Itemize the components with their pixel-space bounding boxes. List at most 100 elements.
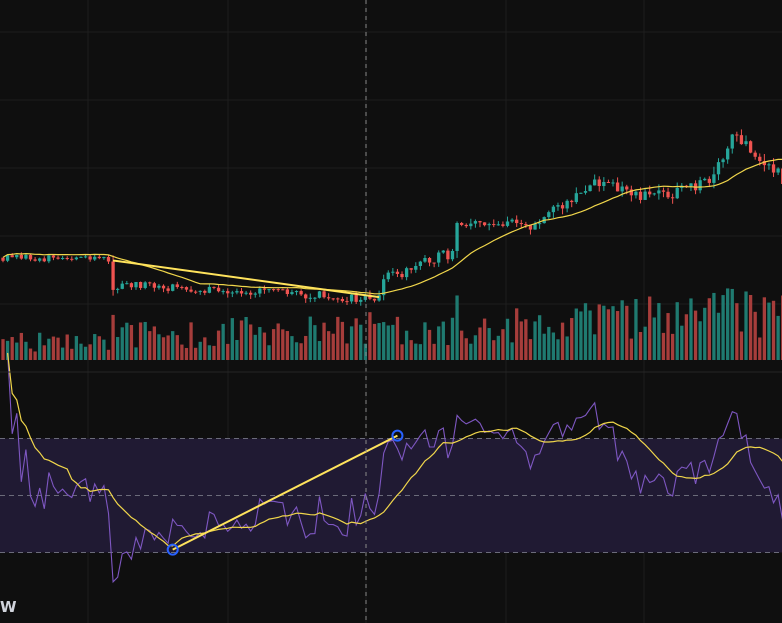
volume-bar (423, 322, 427, 360)
candle-body (161, 285, 166, 289)
candle-body (469, 223, 473, 227)
volume-bar (744, 291, 748, 360)
volume-bar (680, 325, 684, 360)
volume-bar (670, 333, 675, 360)
volume-bar (528, 339, 533, 360)
candle-body (221, 291, 225, 293)
candle-body (313, 297, 317, 299)
candle-body (184, 287, 189, 290)
candle-body (547, 212, 551, 218)
volume-bar (524, 319, 528, 360)
volume-bar (294, 342, 299, 360)
candle-body (10, 255, 14, 258)
volume-bar (212, 345, 216, 360)
candle-body (111, 261, 115, 290)
candle-body (510, 219, 514, 222)
rsi-ma-line (7, 352, 782, 547)
volume-bar (446, 345, 450, 360)
volume-bar (308, 316, 312, 360)
candle-body (767, 164, 771, 166)
volume-histogram (1, 288, 782, 360)
volume-bar (771, 300, 776, 360)
candle-body (625, 186, 629, 190)
volume-bar (455, 295, 459, 360)
volume-bar (88, 344, 92, 360)
volume-bar (317, 341, 322, 360)
candle-body (414, 265, 418, 270)
volume-bar (588, 310, 592, 360)
volume-bar (10, 337, 14, 360)
price-trendline (112, 259, 380, 299)
candle-body (689, 183, 693, 187)
candle-body (317, 291, 322, 298)
candle-body (83, 256, 88, 258)
candle-body (28, 254, 33, 260)
candle-body (308, 297, 312, 299)
volume-bar (239, 320, 244, 360)
candle-body (730, 134, 734, 149)
candle-body (331, 298, 335, 300)
volume-bar (762, 297, 767, 360)
candle-body (230, 292, 234, 294)
candle-body (212, 286, 216, 288)
candle-body (193, 291, 198, 293)
volume-bar (129, 325, 134, 360)
volume-bar (125, 322, 129, 360)
volume-bar (492, 340, 496, 360)
volume-bar (441, 321, 445, 360)
candle-body (51, 255, 56, 258)
candle-body (409, 268, 413, 270)
volume-bar (459, 330, 464, 360)
candle-body (189, 289, 193, 292)
candle-body (116, 288, 120, 290)
volume-bar (60, 347, 65, 360)
volume-bar (368, 312, 372, 360)
price-trendline-drawing[interactable] (112, 259, 380, 299)
candle-body (464, 224, 468, 227)
volume-bar (134, 347, 138, 360)
candle-body (570, 200, 574, 203)
volume-bar (661, 332, 666, 360)
rsi-trendline-drawing[interactable] (166, 429, 404, 556)
candle-body (244, 292, 248, 294)
candle-body (496, 224, 500, 226)
candle-body (423, 257, 427, 262)
volume-bar (748, 294, 753, 360)
volume-bar (758, 337, 762, 360)
volume-bar (597, 304, 601, 360)
volume-bar (652, 317, 656, 360)
candle-body (38, 258, 42, 261)
volume-bar (15, 342, 19, 360)
candle-body (515, 219, 519, 224)
candle-body (281, 289, 285, 291)
candle-body (290, 292, 294, 295)
volume-bar (326, 331, 331, 360)
candle-body (528, 225, 533, 230)
candle-body (56, 257, 60, 259)
volume-bar (359, 324, 363, 360)
candle-body (648, 191, 652, 195)
candle-body (336, 298, 340, 300)
volume-bar (703, 307, 707, 360)
candle-body (744, 141, 748, 145)
candle-body (143, 282, 147, 288)
candle-body (771, 164, 776, 173)
candle-body (675, 187, 679, 199)
candle-body (753, 152, 757, 157)
volume-bar (175, 335, 179, 360)
candle-body (643, 191, 647, 200)
volume-bar (579, 311, 583, 360)
candle-body (579, 192, 583, 194)
candle-body (726, 148, 730, 160)
candle-body (735, 134, 739, 136)
candle-body (175, 284, 179, 287)
volume-bar (721, 295, 725, 360)
volume-bar (753, 311, 757, 360)
volume-bar (560, 322, 565, 360)
candle-body (47, 255, 51, 262)
candle-body (226, 291, 230, 294)
volume-bar (74, 336, 79, 360)
candlestick-series[interactable] (1, 129, 782, 306)
volume-bar (340, 321, 345, 360)
